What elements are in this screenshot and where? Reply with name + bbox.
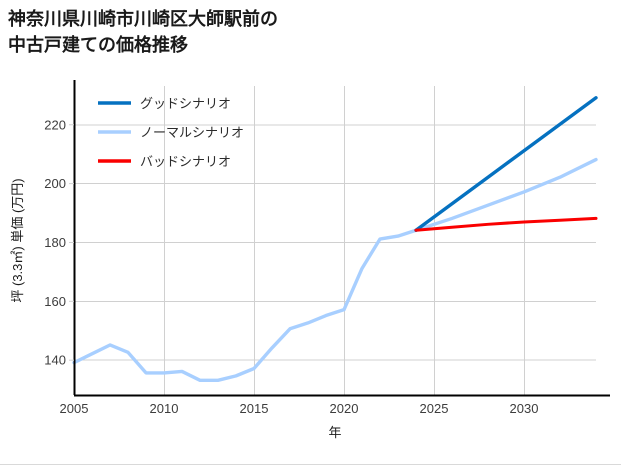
axis-layer xyxy=(73,80,610,397)
page-title: 神奈川県川崎市川崎区大師駅前の 中古戸建ての価格推移 xyxy=(8,9,278,55)
x-tick-label: 2025 xyxy=(420,401,449,416)
x-tick-label: 2020 xyxy=(330,401,359,416)
x-axis-title: 年 xyxy=(328,425,341,440)
y-tick-label: 160 xyxy=(44,294,66,309)
y-tick-label: 220 xyxy=(44,117,66,132)
x-tick-label: 2030 xyxy=(510,401,539,416)
y-tick-label: 200 xyxy=(44,176,66,191)
x-tick-label: 2005 xyxy=(60,401,89,416)
legend-label: バッドシナリオ xyxy=(140,154,231,169)
legend-label: ノーマルシナリオ xyxy=(140,125,244,140)
y-tick-label: 140 xyxy=(44,353,66,368)
legend-label: グッドシナリオ xyxy=(140,96,231,111)
axis-titles: 年 坪 (3.3㎡) 単価 (万円) xyxy=(10,178,342,440)
series-line xyxy=(414,96,598,232)
series-layer xyxy=(72,96,598,382)
series-line xyxy=(72,157,598,382)
x-tick-label: 2010 xyxy=(150,401,179,416)
y-axis-title: 坪 (3.3㎡) 単価 (万円) xyxy=(10,178,25,302)
tick-labels: 140 160 180 200 220 2005 2010 2015 2020 2025 2030 xyxy=(44,117,538,416)
x-tick-label: 2015 xyxy=(240,401,269,416)
series-line xyxy=(414,216,598,232)
y-tick-label: 180 xyxy=(44,235,66,250)
